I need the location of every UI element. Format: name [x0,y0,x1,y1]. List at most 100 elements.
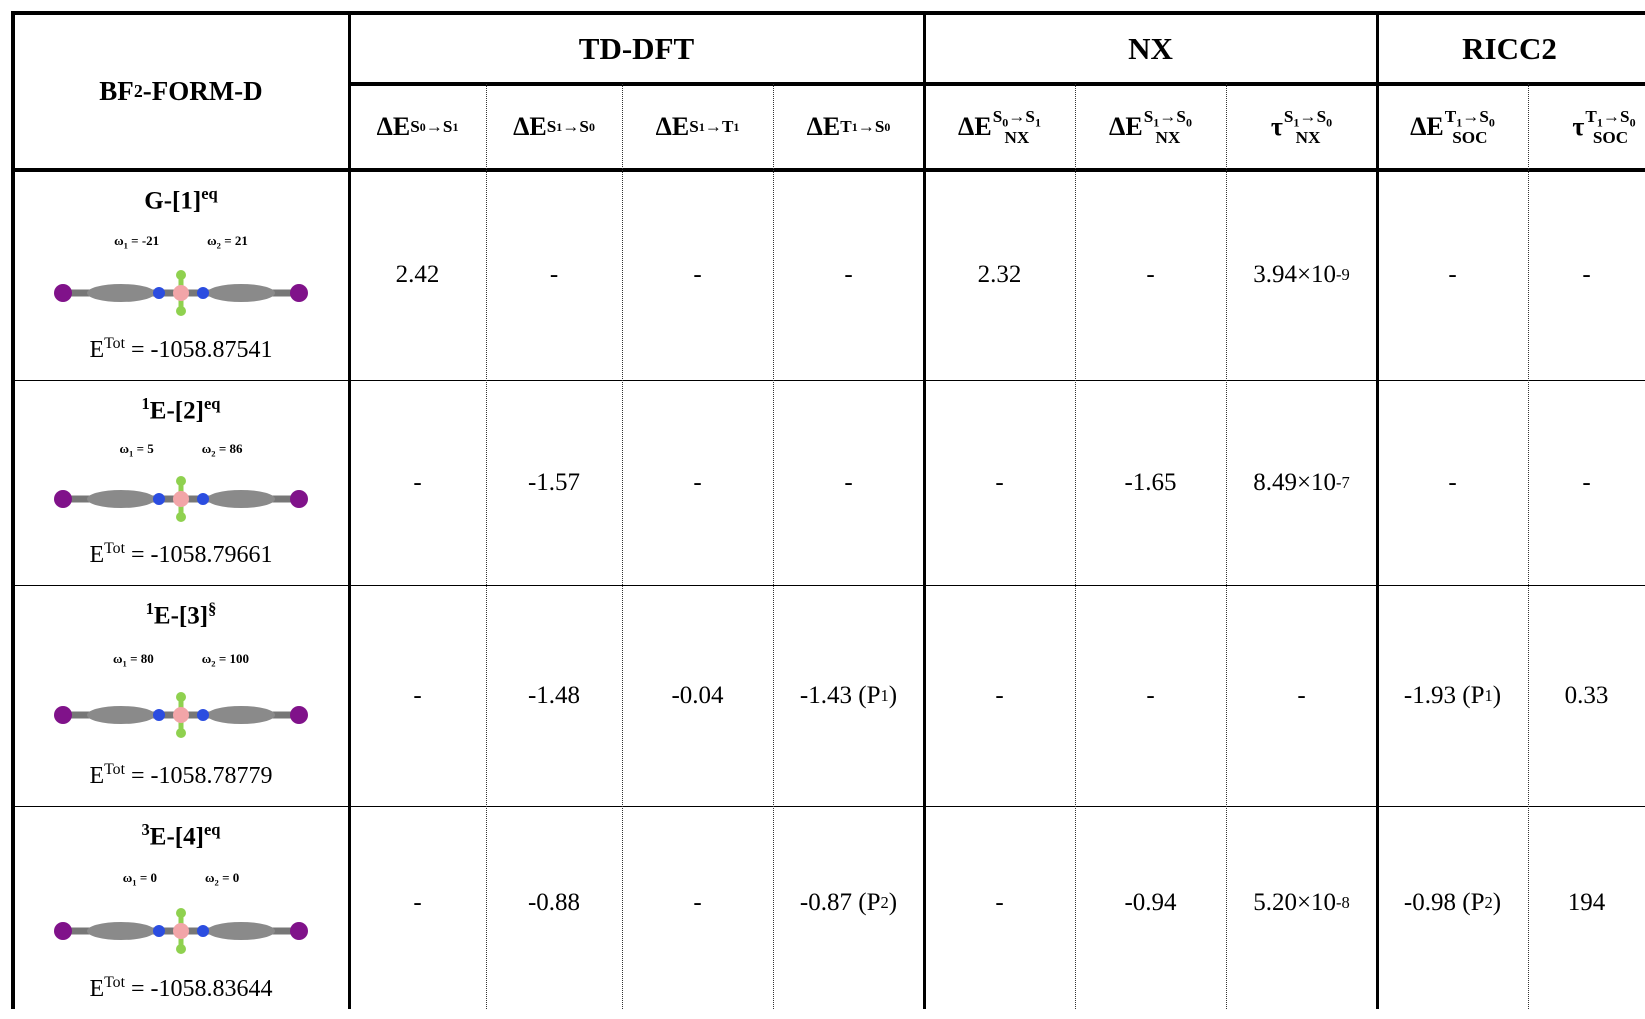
value-cell: 5.20×10-8 [1226,806,1377,1000]
text-part: eq [204,820,221,839]
stack-bottom: NX [993,129,1041,146]
text-part: 1 [146,599,154,618]
rule [13,806,1645,807]
text: - [1582,261,1590,289]
rule [11,11,1645,15]
total-energy: ETot = -1058.78779 [89,761,272,790]
stack-top: S1→S0 [1144,108,1192,128]
text: - [693,889,701,917]
group-header: NX [924,13,1377,84]
text-part: NX [1155,128,1180,147]
text-part: eq [204,394,221,413]
text-part: ) [889,682,897,710]
text-part: ω [120,441,130,456]
text-part: τ [1271,112,1283,142]
value-cell: 8.49×10-7 [1226,380,1377,585]
text-part: T [1585,107,1596,126]
text-part: = -21 [128,233,159,248]
value-cell: - [924,585,1075,806]
column-header: ΔES0→S1NX [924,84,1075,170]
value-cell: 3.94×10-9 [1226,170,1377,380]
text-part: = 5 [133,441,153,456]
text-part: = 0 [219,870,239,885]
omega: ω1 = 0 [123,870,157,888]
text-part: ω [202,651,212,666]
text: - [995,682,1003,710]
column-header: τS1→S0NX [1226,84,1377,170]
rule [1376,13,1379,1009]
stack-top: T1→S0 [1445,108,1495,128]
value-cell: - [773,380,924,585]
text-part: Tot [104,974,125,991]
value-cell: - [622,380,773,585]
text-part: 0 [1186,116,1192,130]
structure-name: 3E-[4]eq [142,820,221,851]
value-cell: - [1377,170,1528,380]
text: - [413,469,421,497]
text-part: = -1058.78779 [125,763,273,789]
omega: ω2 = 0 [205,870,239,888]
row-label: G-[1]eqω1 = -21ω2 = 21 ETot = -1058.8754… [13,170,349,380]
text: - [1146,261,1154,289]
text-part: NX [1004,128,1029,147]
dihedral-angles: ω1 = 0 ω2 = 0 [123,870,239,888]
stack-bottom: SOC [1445,129,1495,146]
value-cell: -1.65 [1075,380,1226,585]
text-part: -1.93 (P [1404,682,1485,710]
text-part: -8 [1336,893,1350,913]
text-part: E [89,337,104,363]
rule [1075,84,1076,1009]
text: - [1146,682,1154,710]
value-cell: 194 [1528,806,1645,1000]
text: 2.32 [978,261,1022,289]
group-header: RICC2 [1377,13,1642,84]
text: 0.33 [1565,682,1609,710]
stack-top: T1→S0 [1585,108,1635,128]
text-part: →S [562,117,589,137]
text-part: ω [202,441,212,456]
value-cell: - [1528,380,1645,585]
text-part: ) [889,889,897,917]
text-part: = 100 [216,651,249,666]
text-part: 3.94×10 [1253,261,1336,289]
text-part: →S [1008,107,1035,126]
text-part: = -1058.79661 [125,542,273,568]
molecule-image [51,474,311,524]
text-part: = 80 [127,651,154,666]
text-part: →S [426,117,453,137]
text-part: = 21 [221,233,248,248]
text: - [413,682,421,710]
rule [1226,84,1227,1009]
text-part: SOC [1452,128,1487,147]
structure-name: G-[1]eq [144,184,217,215]
dihedral-angles: ω1 = -21ω2 = 21 [114,233,248,251]
text: 194 [1568,889,1606,917]
text-part: 5.20×10 [1253,889,1336,917]
text-part: S [547,117,557,137]
text-part: G-[1] [144,187,201,214]
omega: ω1 = -21 [114,233,159,251]
column-header: ΔET1→S0 [773,84,924,170]
value-cell: - [1075,170,1226,380]
text-part: →T [705,117,734,137]
text-part: NX [1296,128,1321,147]
text-part: ΔE [377,112,411,142]
text-part: ω [205,870,215,885]
text-part: 0 [884,120,890,135]
value-cell: - [349,806,486,1000]
rule [349,82,1645,86]
text-part: 1 [880,686,888,706]
text: NX [1128,31,1173,67]
value-cell: -0.04 [622,585,773,806]
text: -1.57 [528,469,580,497]
text-part: S [993,107,1003,126]
text: - [1448,469,1456,497]
value-cell: - [773,170,924,380]
value-cell: -0.87 (P2) [773,806,924,1000]
text-part: 1 [452,120,458,135]
script-stack: T1→S0SOC [1445,108,1495,146]
text-part: 0 [589,120,595,135]
text-part: τ [1572,112,1584,142]
